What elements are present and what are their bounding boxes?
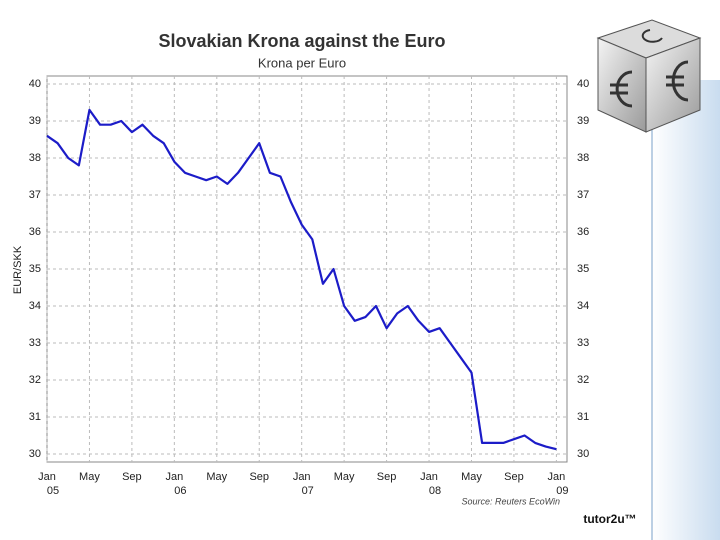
y-tick-label-right: 40 xyxy=(577,78,589,90)
y-axis-label: EUR/SKK xyxy=(12,245,24,294)
x-tick-label: Jan xyxy=(293,471,311,483)
x-tick-label: Sep xyxy=(504,471,524,483)
y-tick-label: 39 xyxy=(29,115,41,127)
y-tick-label-right: 30 xyxy=(577,448,589,460)
y-tick-label-right: 38 xyxy=(577,152,589,164)
x-tick-label: May xyxy=(461,471,482,483)
y-tick-label: 40 xyxy=(29,78,41,90)
y-tick-label-right: 32 xyxy=(577,374,589,386)
euro-cube xyxy=(596,19,702,133)
x-year-label: 05 xyxy=(47,485,59,497)
x-year-label: 07 xyxy=(302,485,314,497)
x-year-label: 09 xyxy=(556,485,568,497)
footer-brand: tutor2u™ xyxy=(583,512,636,526)
y-tick-label-right: 39 xyxy=(577,115,589,127)
data-line xyxy=(46,108,557,451)
y-tick-label: 36 xyxy=(29,226,41,238)
x-tick-label: Jan xyxy=(548,471,566,483)
side-panel xyxy=(652,80,720,540)
x-tick-label: Jan xyxy=(420,471,438,483)
x-tick-label: Jan xyxy=(38,471,56,483)
chart-subtitle: Krona per Euro xyxy=(258,55,346,70)
x-tick-label: May xyxy=(334,471,355,483)
source-note: Source: Reuters EcoWin xyxy=(462,496,560,506)
x-tick-label: Sep xyxy=(377,471,397,483)
y-tick-label-right: 33 xyxy=(577,337,589,349)
x-year-label: 08 xyxy=(429,485,441,497)
y-tick-label: 32 xyxy=(29,374,41,386)
y-tick-label: 38 xyxy=(29,152,41,164)
x-year-label: 06 xyxy=(174,485,186,497)
y-tick-label: 30 xyxy=(29,448,41,460)
y-tick-label: 34 xyxy=(29,300,41,312)
y-tick-label: 33 xyxy=(29,337,41,349)
y-tick-label-right: 34 xyxy=(577,300,589,312)
y-tick-label-right: 31 xyxy=(577,411,589,423)
y-tick-label-right: 36 xyxy=(577,226,589,238)
x-tick-label: Jan xyxy=(165,471,183,483)
x-tick-label: Sep xyxy=(249,471,269,483)
y-tick-label-right: 35 xyxy=(577,263,589,275)
y-tick-label: 37 xyxy=(29,189,41,201)
x-tick-label: May xyxy=(206,471,227,483)
y-tick-label: 31 xyxy=(29,411,41,423)
x-tick-label: Sep xyxy=(122,471,142,483)
y-tick-label: 35 xyxy=(29,263,41,275)
chart-title: Slovakian Krona against the Euro xyxy=(158,31,445,51)
x-tick-label: May xyxy=(79,471,100,483)
y-tick-label-right: 37 xyxy=(577,189,589,201)
